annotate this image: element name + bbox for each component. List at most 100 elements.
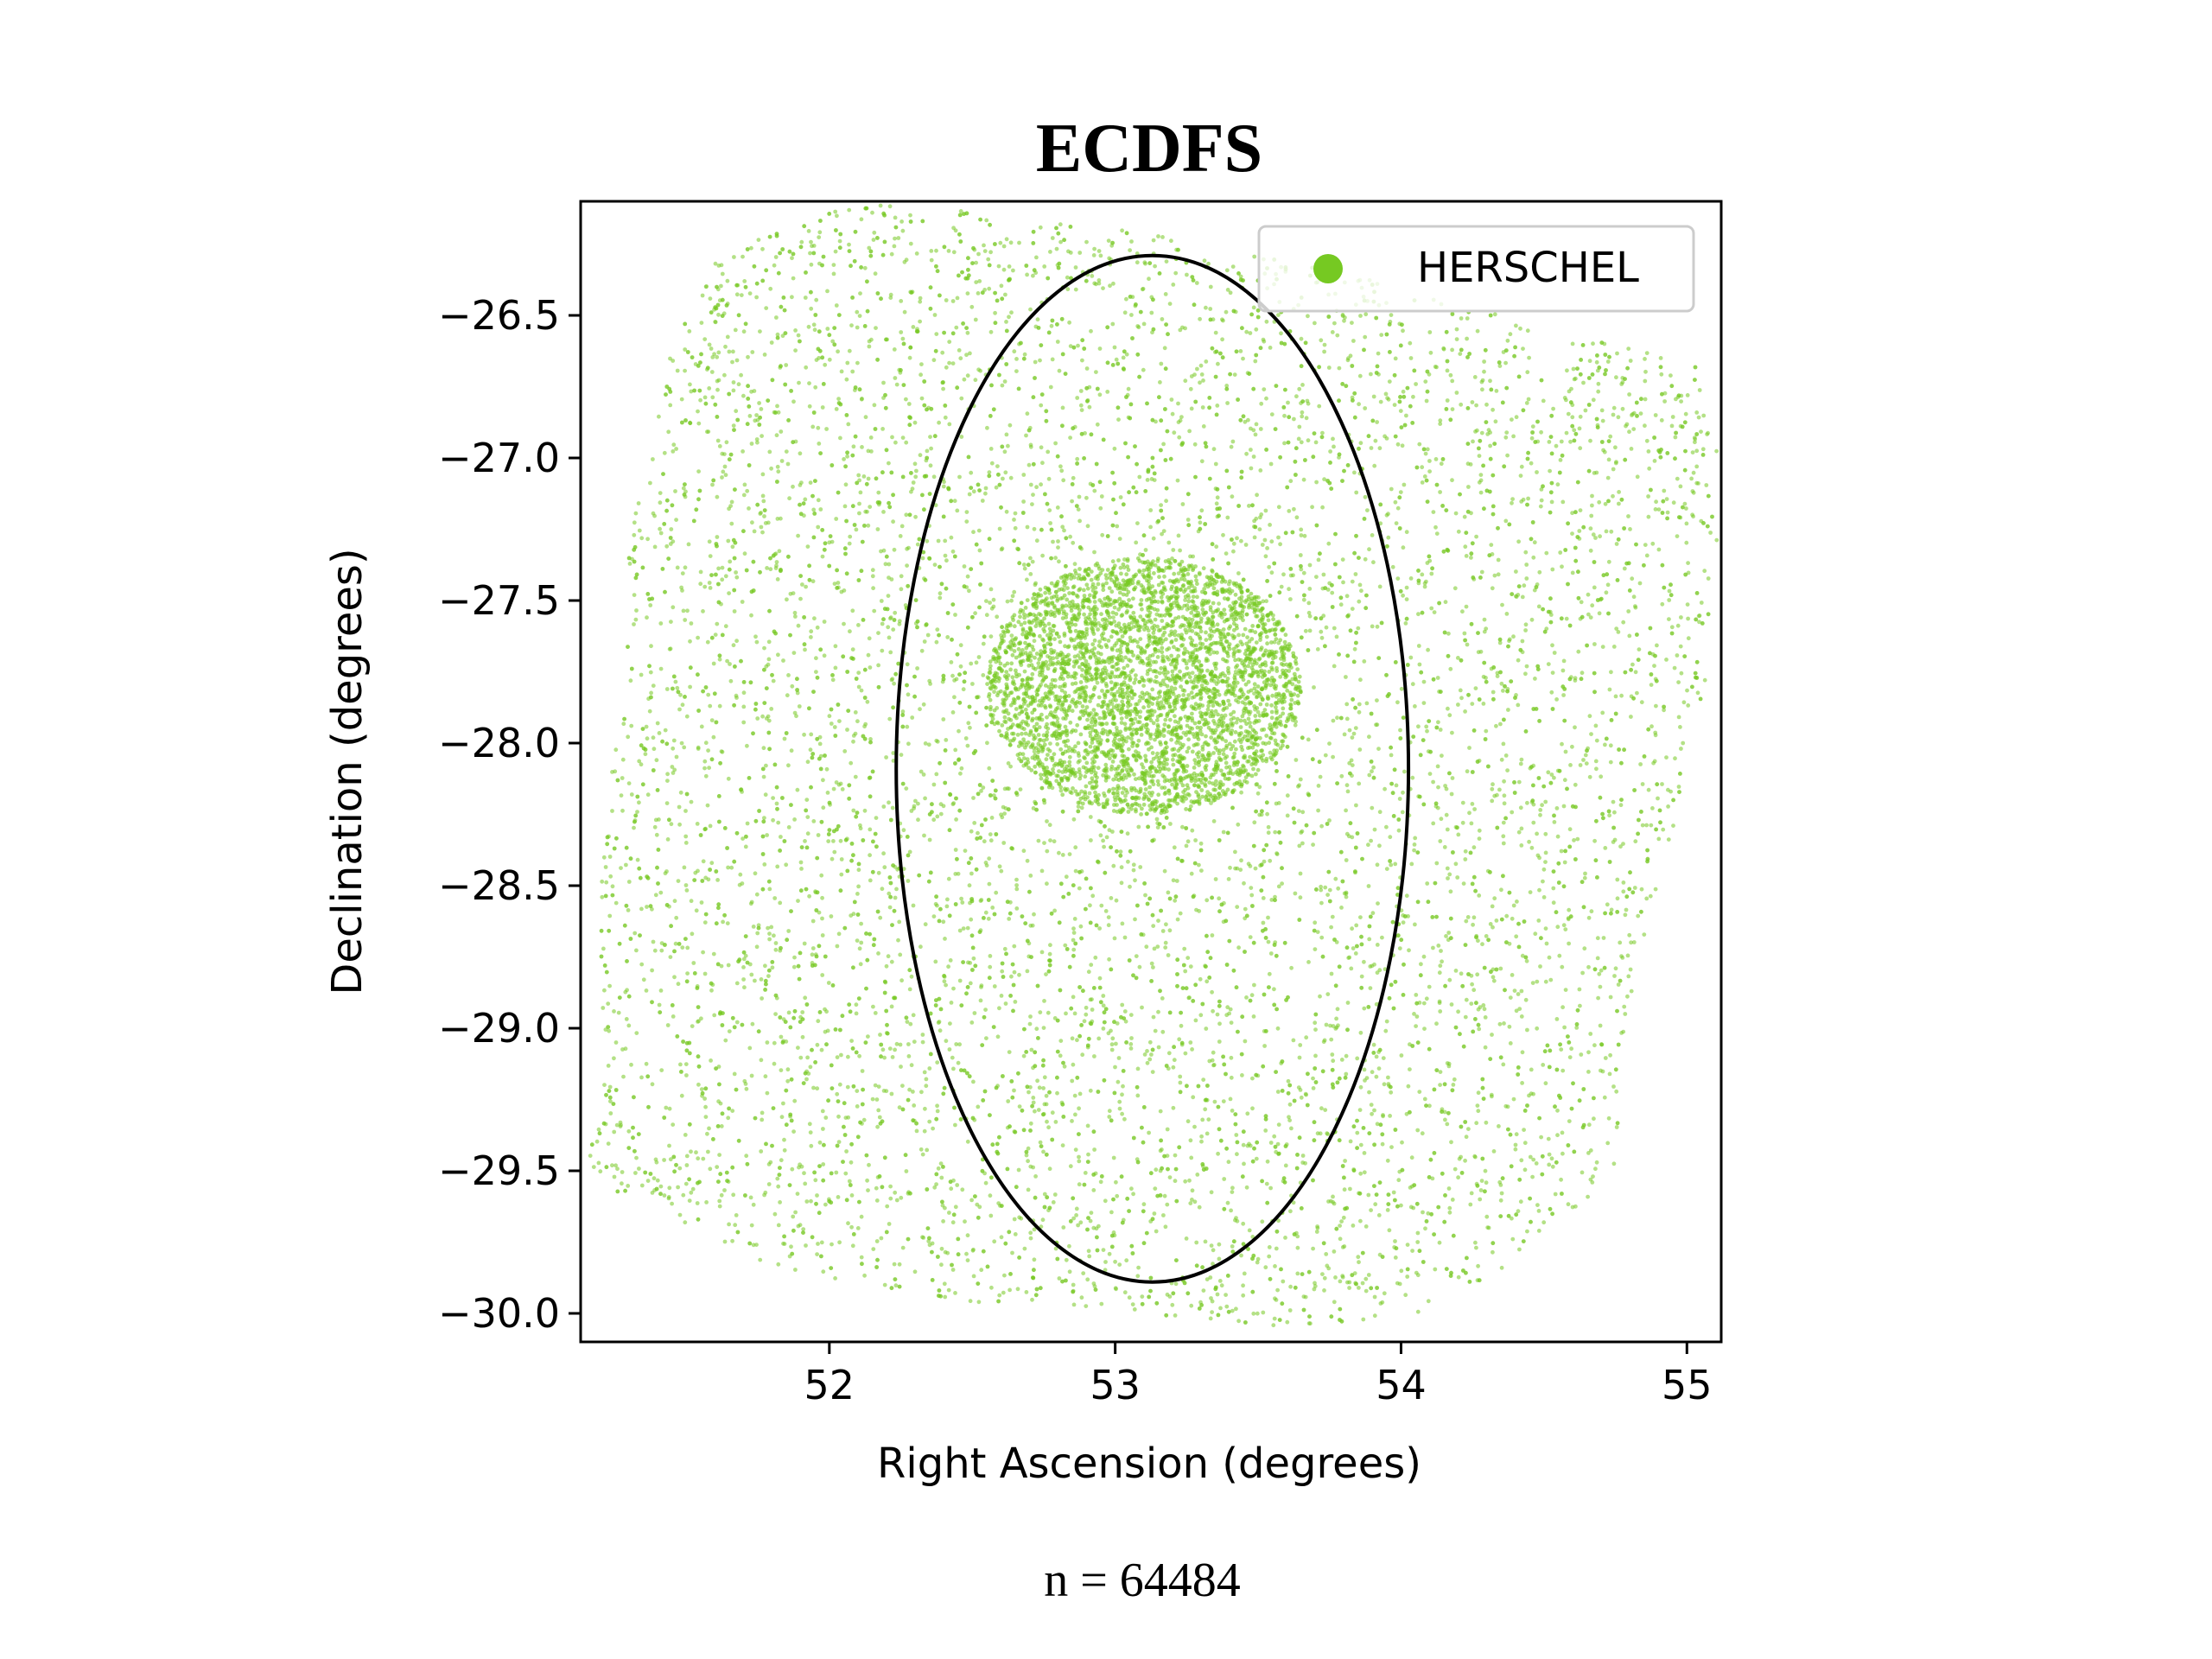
- herschel-point: [1714, 448, 1719, 454]
- herschel-point: [1014, 357, 1019, 361]
- herschel-point: [1243, 543, 1249, 547]
- herschel-point: [1115, 1193, 1120, 1198]
- herschel-point: [849, 1193, 855, 1198]
- herschel-point: [671, 746, 676, 751]
- herschel-point: [698, 569, 703, 575]
- herschel-point: [1354, 803, 1358, 808]
- herschel-point: [1702, 677, 1707, 683]
- herschel-point: [830, 1242, 834, 1247]
- herschel-point: [1615, 896, 1620, 901]
- herschel-point: [1555, 1108, 1560, 1113]
- herschel-point: [659, 948, 664, 953]
- herschel-point: [667, 1185, 672, 1191]
- herschel-point: [981, 785, 986, 790]
- herschel-point: [1407, 948, 1411, 953]
- herschel-point: [671, 1122, 676, 1127]
- herschel-point: [954, 325, 959, 330]
- herschel-point: [946, 964, 950, 969]
- herschel-point: [1653, 887, 1658, 892]
- herschel-point: [1393, 356, 1398, 361]
- herschel-point: [1255, 1260, 1260, 1265]
- herschel-point: [965, 1233, 970, 1238]
- herschel-point: [1060, 1143, 1065, 1147]
- herschel-point: [1189, 1303, 1194, 1308]
- herschel-point: [1339, 773, 1344, 779]
- herschel-point: [775, 332, 780, 337]
- herschel-point: [726, 776, 731, 781]
- herschel-point: [705, 639, 710, 645]
- herschel-point: [634, 1031, 639, 1035]
- herschel-point: [1336, 886, 1341, 891]
- herschel-point: [650, 1082, 655, 1087]
- herschel-point: [798, 860, 804, 865]
- herschel-point: [676, 982, 681, 987]
- herschel-point: [717, 1153, 721, 1157]
- herschel-point: [1450, 347, 1454, 353]
- herschel-point: [931, 358, 937, 363]
- herschel-point: [925, 538, 930, 543]
- herschel-point: [823, 362, 828, 367]
- herschel-point: [1227, 1011, 1231, 1016]
- herschel-point: [695, 1201, 700, 1205]
- herschel-point: [1092, 246, 1096, 251]
- herschel-point: [1253, 432, 1258, 437]
- herschel-point: [1643, 357, 1647, 361]
- herschel-point: [1704, 483, 1709, 487]
- herschel-point: [1415, 1240, 1421, 1244]
- herschel-point: [1358, 314, 1363, 318]
- herschel-point: [1580, 1170, 1585, 1175]
- herschel-point: [1619, 382, 1624, 386]
- herschel-point: [968, 725, 972, 730]
- herschel-point: [1408, 356, 1414, 360]
- herschel-point: [845, 454, 849, 459]
- herschel-point: [1303, 1160, 1307, 1166]
- herschel-point: [1190, 671, 1195, 676]
- herschel-point: [1273, 894, 1277, 899]
- herschel-point: [1086, 1152, 1090, 1157]
- herschel-point: [1007, 264, 1012, 269]
- herschel-point: [1339, 1219, 1344, 1224]
- herschel-point: [1559, 1177, 1563, 1182]
- herschel-point: [639, 762, 644, 767]
- herschel-point: [953, 1205, 958, 1210]
- herschel-point: [1067, 1269, 1072, 1274]
- herschel-point: [1560, 1130, 1565, 1135]
- herschel-point: [1519, 826, 1524, 831]
- herschel-point: [759, 977, 764, 982]
- herschel-point: [1476, 1263, 1480, 1268]
- herschel-point: [705, 1131, 709, 1136]
- herschel-point: [1508, 332, 1513, 337]
- herschel-point: [934, 639, 939, 645]
- herschel-point: [1538, 504, 1543, 509]
- herschel-point: [866, 652, 871, 658]
- herschel-point: [1474, 534, 1478, 539]
- herschel-point: [747, 291, 753, 296]
- herschel-point: [1475, 1103, 1480, 1108]
- herschel-point: [1078, 924, 1084, 929]
- herschel-point: [1714, 537, 1719, 543]
- herschel-point: [1444, 812, 1449, 817]
- herschel-point: [1367, 1090, 1371, 1095]
- herschel-point: [1031, 1096, 1036, 1100]
- herschel-point: [754, 639, 760, 645]
- herschel-point: [1350, 926, 1354, 931]
- herschel-point: [624, 862, 628, 868]
- herschel-point: [860, 445, 864, 449]
- herschel-point: [1151, 924, 1156, 928]
- herschel-point: [1047, 951, 1052, 957]
- herschel-point: [1434, 1021, 1439, 1027]
- herschel-point: [710, 355, 715, 359]
- herschel-point: [938, 1028, 943, 1033]
- herschel-point: [679, 741, 684, 746]
- herschel-point: [1470, 802, 1475, 806]
- herschel-point: [683, 1133, 688, 1137]
- herschel-point: [612, 1174, 617, 1179]
- herschel-point: [1615, 351, 1619, 356]
- herschel-point: [951, 986, 956, 991]
- herschel-point: [1263, 508, 1268, 513]
- herschel-point: [1684, 540, 1689, 545]
- herschel-point: [1087, 1254, 1092, 1259]
- herschel-point: [935, 1060, 940, 1065]
- herschel-point: [1631, 594, 1637, 600]
- herschel-point: [650, 968, 654, 973]
